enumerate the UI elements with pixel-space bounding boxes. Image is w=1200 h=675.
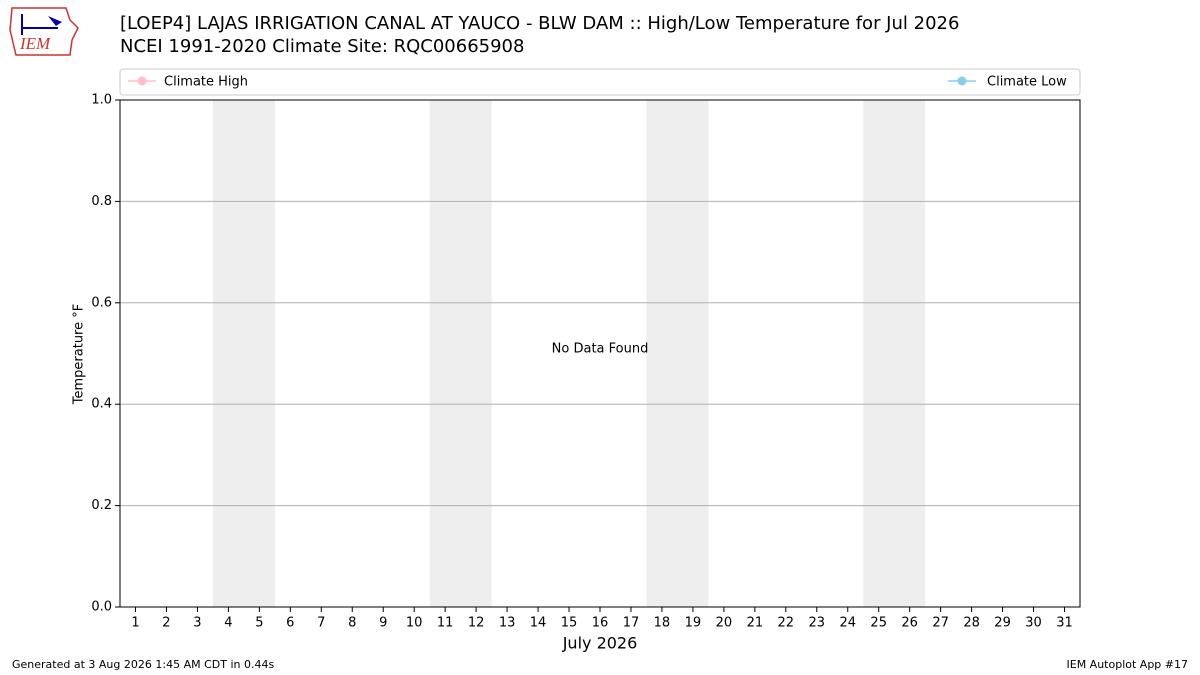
x-tick-label: 22 — [778, 616, 795, 631]
y-tick-label: 0.0 — [91, 600, 112, 615]
x-tick-label: 25 — [870, 616, 887, 631]
x-tick-label: 7 — [317, 616, 325, 631]
weekend-span — [646, 100, 709, 607]
y-tick-label: 0.8 — [91, 194, 112, 209]
x-tick-label: 23 — [809, 616, 826, 631]
legend-marker — [957, 76, 967, 86]
x-tick-label: 21 — [747, 616, 764, 631]
x-tick-label: 20 — [716, 616, 733, 631]
x-tick-label: 13 — [499, 616, 516, 631]
logo-vane — [48, 16, 62, 26]
weekend-span — [863, 100, 926, 607]
x-tick-label: 27 — [932, 616, 949, 631]
y-tick-label: 1.0 — [91, 93, 112, 108]
chart-title: [LOEP4] LAJAS IRRIGATION CANAL AT YAUCO … — [120, 13, 959, 34]
footer-right: IEM Autoplot App #17 — [1067, 658, 1189, 671]
weekend-span — [429, 100, 492, 607]
y-tick-label: 0.2 — [91, 498, 112, 513]
footer-left: Generated at 3 Aug 2026 1:45 AM CDT in 0… — [12, 658, 274, 671]
x-tick-label: 11 — [437, 616, 454, 631]
x-tick-label: 9 — [379, 616, 387, 631]
weekend-span — [212, 100, 275, 607]
legend-marker — [137, 76, 147, 86]
x-tick-label: 29 — [994, 616, 1011, 631]
x-tick-label: 6 — [286, 616, 294, 631]
x-tick-label: 5 — [255, 616, 263, 631]
y-axis-label: Temperature °F — [72, 304, 87, 405]
x-tick-label: 1 — [131, 616, 139, 631]
x-tick-label: 15 — [561, 616, 578, 631]
x-tick-label: 19 — [685, 616, 702, 631]
y-tick-label: 0.4 — [91, 397, 112, 412]
x-tick-label: 12 — [468, 616, 485, 631]
annotation: No Data Found — [552, 342, 649, 357]
x-tick-label: 28 — [963, 616, 980, 631]
logo: IEM — [9, 7, 79, 56]
logo-text: IEM — [19, 34, 51, 53]
legend-label: Climate Low — [987, 75, 1067, 90]
x-tick-label: 24 — [839, 616, 856, 631]
x-tick-label: 8 — [348, 616, 356, 631]
legend-box — [119, 68, 1081, 96]
x-tick-label: 30 — [1025, 616, 1042, 631]
x-tick-label: 17 — [623, 616, 640, 631]
legend-label: Climate High — [164, 75, 248, 90]
logo-outline — [9, 7, 79, 56]
chart-subtitle: NCEI 1991-2020 Climate Site: RQC00665908 — [120, 36, 524, 57]
x-tick-label: 26 — [901, 616, 918, 631]
x-tick-label: 10 — [406, 616, 423, 631]
x-tick-label: 18 — [654, 616, 671, 631]
x-tick-label: 14 — [530, 616, 547, 631]
plot-frame — [119, 99, 1081, 608]
x-axis-label: July 2026 — [562, 634, 638, 653]
y-tick-label: 0.6 — [91, 295, 112, 310]
x-tick-label: 3 — [193, 616, 201, 631]
x-tick-label: 16 — [592, 616, 609, 631]
x-tick-label: 2 — [162, 616, 170, 631]
x-tick-label: 31 — [1056, 616, 1073, 631]
x-tick-label: 4 — [224, 616, 232, 631]
